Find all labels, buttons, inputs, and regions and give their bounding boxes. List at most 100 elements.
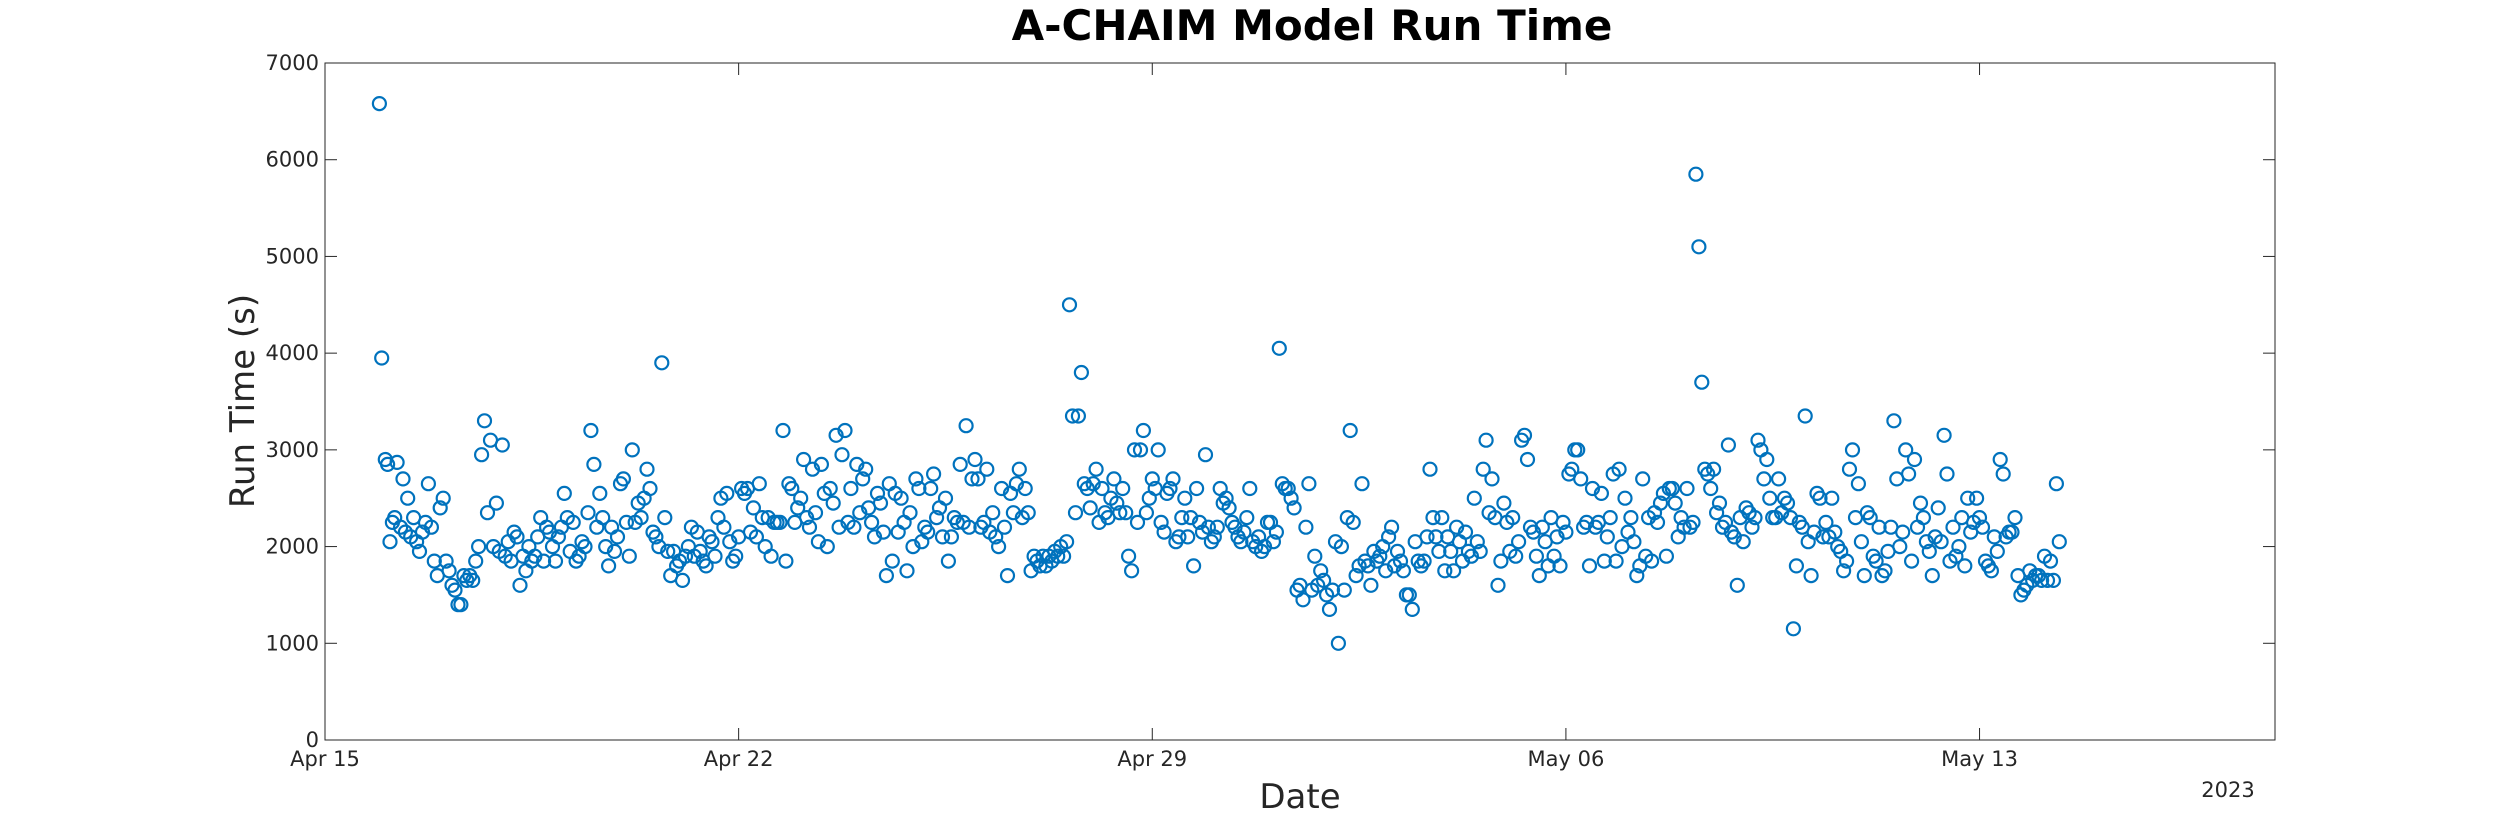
data-point xyxy=(1082,500,1098,516)
data-point xyxy=(745,500,762,516)
data-point xyxy=(586,456,602,472)
data-point xyxy=(1271,340,1287,356)
data-point xyxy=(1180,529,1196,545)
data-point xyxy=(996,519,1013,535)
data-point xyxy=(595,509,611,526)
data-point xyxy=(1144,471,1160,487)
data-point xyxy=(970,471,986,487)
data-point xyxy=(1720,437,1737,453)
data-point xyxy=(813,456,830,472)
data-point xyxy=(1112,505,1128,521)
data-point xyxy=(1383,519,1400,535)
data-point xyxy=(382,534,398,550)
data-point xyxy=(1626,534,1642,550)
data-point xyxy=(1348,567,1364,584)
data-point xyxy=(1389,543,1406,560)
data-point xyxy=(1756,471,1772,487)
data-point xyxy=(1115,480,1131,497)
data-point xyxy=(471,538,487,555)
data-point xyxy=(858,461,874,477)
data-point xyxy=(990,538,1007,555)
data-point xyxy=(1493,553,1509,569)
data-point xyxy=(728,548,744,564)
data-point xyxy=(1070,408,1087,424)
data-point xyxy=(2004,524,2020,540)
data-point xyxy=(1868,553,1884,569)
data-point xyxy=(633,509,649,526)
data-point xyxy=(1635,471,1651,487)
data-point xyxy=(1643,553,1660,569)
data-point xyxy=(1218,490,1234,506)
data-point xyxy=(1853,534,1870,550)
data-point xyxy=(393,519,409,535)
data-point xyxy=(1345,514,1361,531)
data-point xyxy=(937,490,954,506)
data-point xyxy=(400,490,416,506)
data-point xyxy=(1404,601,1420,618)
data-point xyxy=(432,500,448,516)
chart-title: A-CHAIM Model Run Time xyxy=(1012,1,1613,50)
data-point xyxy=(1315,572,1332,589)
data-point xyxy=(1824,490,1840,506)
data-point xyxy=(878,567,895,584)
data-point xyxy=(1280,480,1296,497)
data-point xyxy=(1191,514,1208,531)
data-point xyxy=(1109,495,1125,511)
data-point xyxy=(1268,524,1285,540)
data-point xyxy=(958,418,974,434)
data-point xyxy=(1360,558,1376,574)
data-point xyxy=(1599,529,1615,545)
data-point xyxy=(849,456,865,472)
data-point xyxy=(1505,509,1521,526)
data-point xyxy=(1895,524,1911,540)
data-point xyxy=(1017,480,1033,497)
data-point xyxy=(1425,509,1441,526)
data-point xyxy=(1333,538,1350,555)
data-point xyxy=(1676,519,1692,535)
data-point xyxy=(453,596,469,613)
data-point xyxy=(1933,534,1949,550)
data-point xyxy=(1363,577,1379,593)
data-point xyxy=(1691,239,1707,255)
data-point xyxy=(441,563,457,579)
data-point xyxy=(1924,567,1940,584)
data-point xyxy=(1871,519,1887,535)
data-point xyxy=(707,548,723,564)
data-point xyxy=(426,553,442,569)
data-point xyxy=(1088,461,1104,477)
data-point xyxy=(1898,442,1914,458)
data-point xyxy=(1708,505,1725,521)
data-point xyxy=(1067,505,1084,521)
data-point xyxy=(1945,519,1961,535)
data-point xyxy=(565,514,581,531)
data-point xyxy=(1558,524,1574,540)
data-point xyxy=(1283,490,1299,506)
data-point xyxy=(2039,572,2056,589)
data-point xyxy=(920,524,936,540)
data-point xyxy=(1930,500,1946,516)
data-point xyxy=(1762,490,1778,506)
data-point xyxy=(1129,514,1146,531)
data-point xyxy=(875,524,892,540)
data-point xyxy=(1008,476,1025,492)
data-point xyxy=(911,480,927,497)
data-point xyxy=(751,476,767,492)
x-tick-label: May 13 xyxy=(1941,747,2018,771)
data-point xyxy=(1912,495,1929,511)
data-point xyxy=(1484,471,1500,487)
data-point xyxy=(692,543,708,560)
data-point xyxy=(1664,480,1680,497)
data-point xyxy=(1608,553,1624,569)
data-point xyxy=(476,413,493,429)
data-point xyxy=(1688,166,1704,182)
y-tick-label: 1000 xyxy=(266,631,319,655)
data-point xyxy=(964,471,980,487)
data-point xyxy=(621,548,637,564)
data-point xyxy=(716,519,732,535)
data-point xyxy=(1463,548,1480,564)
data-point xyxy=(600,558,617,574)
data-point xyxy=(1564,461,1580,477)
year-label: 2023 xyxy=(2201,778,2254,802)
data-point xyxy=(435,490,451,506)
data-point xyxy=(967,451,983,468)
